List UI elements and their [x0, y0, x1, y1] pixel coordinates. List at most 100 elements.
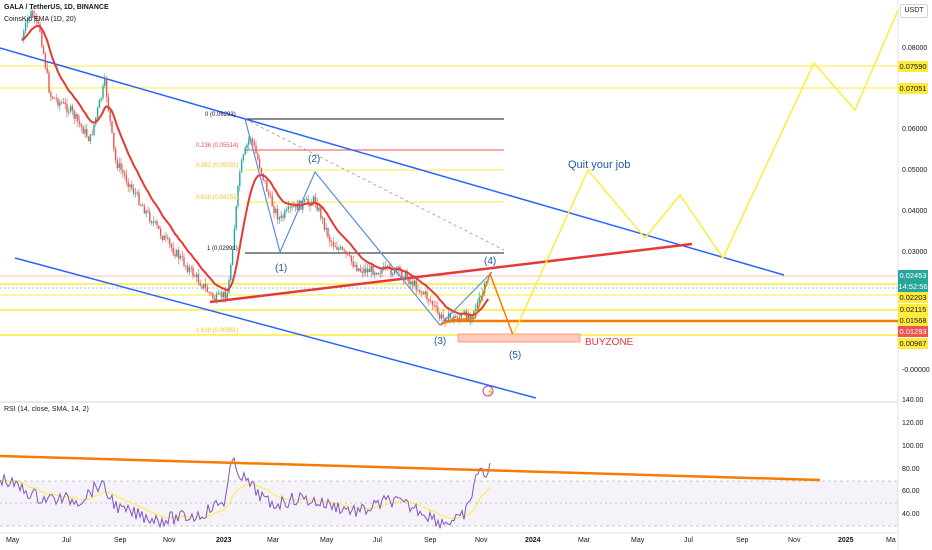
time-tick: May [320, 537, 334, 544]
candle-body [167, 237, 169, 239]
candle-body [476, 302, 479, 309]
candle-body [221, 292, 223, 298]
time-tick: Mar [267, 537, 280, 544]
price-label-countdown: 14:52:56 [898, 281, 928, 292]
candle-body [53, 97, 56, 99]
rsi-tick: 60.00 [902, 488, 920, 495]
buyzone-box[interactable] [457, 333, 581, 343]
candle-body [136, 192, 138, 194]
candle-body [186, 265, 189, 272]
candle-body [424, 291, 426, 295]
candle-body [35, 15, 38, 20]
candle-body [145, 210, 147, 214]
candle-body [239, 172, 241, 186]
candle-body [102, 85, 104, 98]
candle-body [374, 272, 376, 275]
candle-body [386, 265, 389, 267]
price-tick: 0.03000 [902, 249, 928, 256]
candle-body [266, 181, 268, 192]
candle-body [50, 92, 52, 97]
candle-body [190, 267, 192, 269]
time-tick: 2024 [525, 537, 541, 544]
candle-body [469, 315, 471, 320]
candle-body [327, 228, 329, 238]
price-label-yellow: 0.02115 [898, 304, 928, 315]
time-tick: May [6, 537, 20, 544]
candle-body [235, 206, 237, 229]
candle-body [174, 253, 176, 257]
currency-button[interactable]: USDT [900, 4, 928, 18]
candle-body [66, 104, 68, 113]
candle-body [150, 221, 153, 224]
price-tick: 0.04000 [902, 208, 928, 215]
candle-body [410, 281, 412, 285]
candle-body [415, 280, 417, 291]
horizontal-levels [0, 65, 898, 336]
rsi-tick: 120.00 [902, 420, 924, 427]
candle-body [287, 206, 290, 210]
candle-body [321, 217, 324, 219]
support-trendline[interactable] [209, 242, 693, 304]
upper-channel-line[interactable] [0, 47, 785, 276]
candle-body [212, 293, 214, 299]
candle-body [451, 317, 453, 321]
candle-body [431, 301, 434, 305]
candle-body [122, 169, 124, 173]
candle-body [273, 206, 275, 213]
time-tick: Jul [373, 537, 382, 544]
quit-job-text: Quit your job [568, 159, 630, 171]
candle-body [449, 313, 452, 318]
alert-icon[interactable]: ⚡ [482, 385, 495, 397]
candle-body [356, 265, 358, 271]
candle-body [64, 102, 66, 105]
candle-body [188, 267, 191, 272]
candle-body [123, 172, 126, 176]
candle-body [28, 16, 30, 21]
wave-label-4: (4) [484, 256, 496, 267]
fib-diagonal [244, 118, 505, 251]
candle-body [86, 129, 88, 137]
candle-body [183, 257, 185, 266]
price-label-current: 0.02453 [898, 270, 928, 281]
candle-body [62, 102, 65, 104]
candle-body [429, 300, 432, 302]
candle-body [177, 250, 180, 259]
candle-body [140, 204, 142, 206]
candle-body [377, 272, 380, 275]
candle-body [357, 268, 360, 271]
candle-body [338, 248, 340, 250]
fib-label-0618: 0.618 (0.04253) [196, 195, 238, 201]
candle-body [330, 241, 333, 243]
candle-body [44, 53, 47, 68]
candle-body [181, 256, 183, 258]
candle-body [269, 195, 272, 197]
candle-body [154, 221, 156, 222]
candle-body [113, 132, 115, 149]
candle-body [91, 134, 93, 136]
price-label-yellow: 0.00967 [898, 338, 928, 349]
candle-body [363, 268, 365, 273]
time-tick: Mar [578, 537, 591, 544]
candle-body [280, 215, 282, 218]
candle-body [206, 287, 209, 293]
candle-body [242, 154, 245, 161]
lower-channel-line[interactable] [14, 257, 537, 399]
candle-body [352, 261, 354, 267]
candle-body [348, 254, 351, 256]
candle-body [215, 294, 218, 302]
candle-body [204, 283, 207, 288]
rsi-band [0, 481, 898, 526]
candle-body [401, 270, 403, 278]
candle-body [388, 265, 390, 268]
candle-body [460, 314, 462, 318]
price-tick: -0.00000 [902, 367, 930, 374]
candle-body [199, 282, 201, 286]
rsi-trendline[interactable] [0, 454, 821, 482]
buyzone-text: BUYZONE [585, 337, 634, 348]
candle-body [107, 96, 110, 111]
time-tick: Sep [424, 537, 437, 544]
candle-body [210, 292, 212, 294]
candle-body [147, 210, 149, 212]
